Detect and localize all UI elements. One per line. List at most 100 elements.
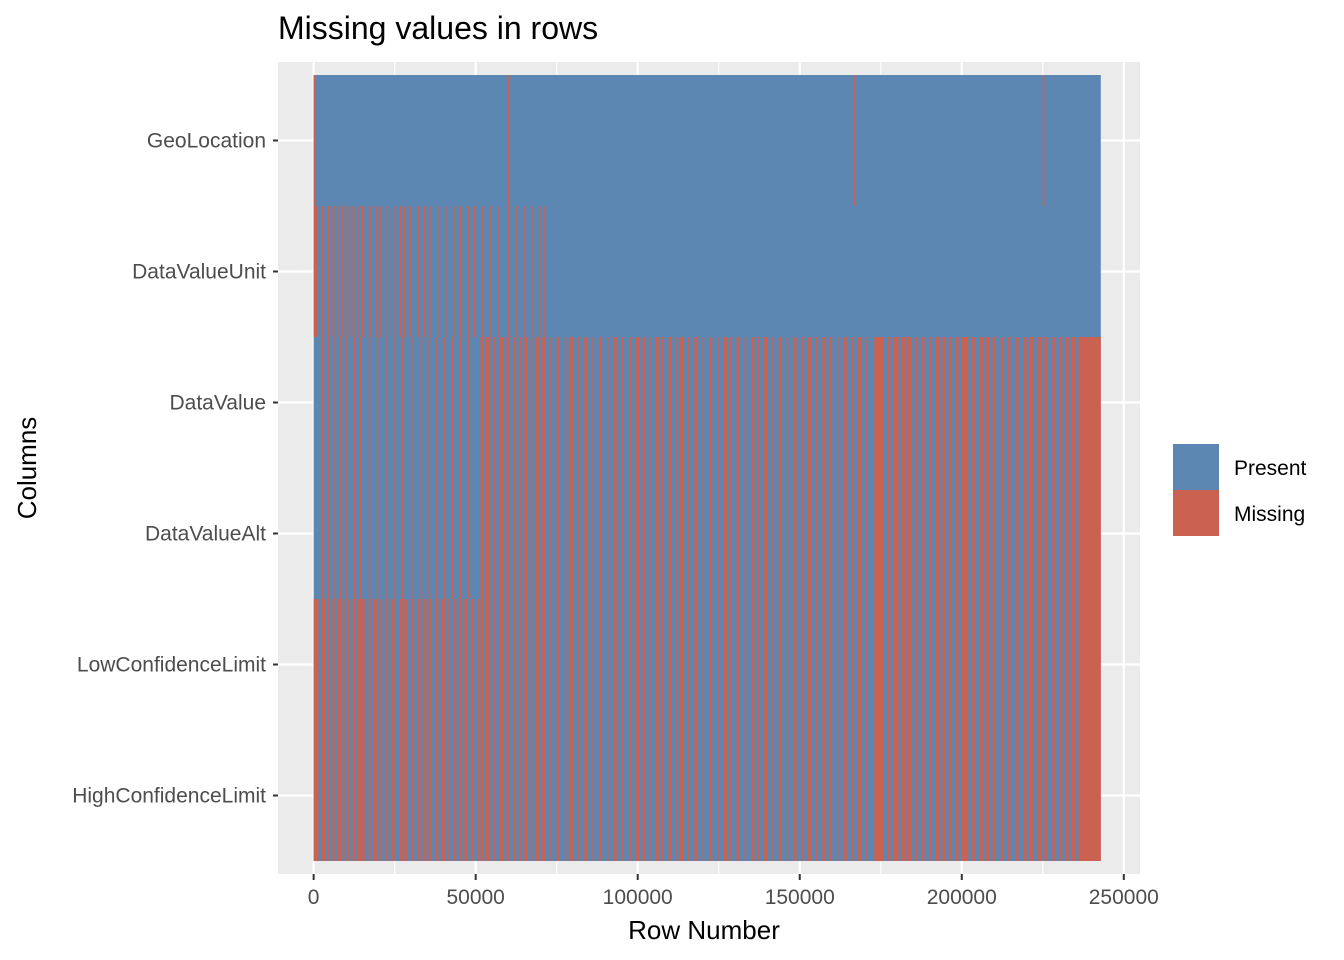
missing-cell	[512, 468, 517, 599]
missing-cell	[717, 599, 719, 730]
missing-cell	[428, 599, 432, 730]
missing-cell	[906, 730, 912, 861]
y-tick-label: DataValue	[169, 392, 266, 415]
missing-cell	[493, 599, 496, 730]
missing-cell	[452, 730, 457, 861]
missing-cell	[807, 468, 812, 599]
missing-cell	[393, 206, 395, 337]
missing-cell	[1065, 468, 1069, 599]
missing-cell	[629, 468, 632, 599]
missing-cell	[423, 599, 427, 730]
missing-cell	[843, 337, 847, 468]
missing-cell	[807, 599, 812, 730]
missing-cell	[709, 468, 713, 599]
missing-cell	[359, 468, 361, 599]
missing-cell	[321, 730, 325, 861]
missing-cell	[524, 337, 528, 468]
missing-cell	[321, 206, 324, 337]
missing-cell	[1007, 730, 1011, 861]
missing-cell	[837, 599, 839, 730]
missing-cell	[443, 468, 445, 599]
missing-cell	[1071, 730, 1076, 861]
missing-cell	[687, 599, 690, 730]
missing-cell	[629, 599, 632, 730]
missing-cell	[971, 599, 975, 730]
missing-cell	[709, 337, 713, 468]
missing-cell	[674, 730, 677, 861]
missing-cell	[1044, 337, 1048, 468]
missing-cell	[499, 599, 504, 730]
missing-cell	[822, 337, 826, 468]
missing-cell	[530, 599, 533, 730]
missing-cell	[452, 599, 457, 730]
missing-cell	[764, 730, 768, 861]
missing-cell	[674, 599, 677, 730]
missing-cell	[592, 599, 594, 730]
missing-cell	[342, 730, 345, 861]
missing-cell	[736, 730, 740, 861]
missing-cell	[327, 337, 330, 468]
missing-cell	[1078, 730, 1101, 861]
missing-cell	[1023, 468, 1027, 599]
missing-cell	[921, 468, 925, 599]
missing-cell	[772, 337, 774, 468]
missing-cell	[423, 206, 426, 337]
missing-cell	[542, 468, 546, 599]
missing-cell	[948, 599, 953, 730]
missing-cell	[793, 599, 797, 730]
missing-cell	[508, 75, 510, 206]
missing-cell	[427, 337, 429, 468]
missing-cell	[313, 599, 319, 730]
missing-cell	[914, 337, 919, 468]
missing-cell	[346, 599, 350, 730]
missing-cell	[961, 337, 969, 468]
missing-cell	[464, 599, 468, 730]
missing-cell	[459, 468, 462, 599]
missing-cell	[321, 337, 324, 468]
missing-cell	[649, 468, 651, 599]
missing-cell	[1015, 337, 1019, 468]
missing-cell	[744, 337, 747, 468]
missing-cell	[1044, 730, 1048, 861]
missing-cell	[444, 206, 447, 337]
missing-cell	[893, 599, 899, 730]
missing-cell	[346, 730, 350, 861]
missing-cell	[524, 468, 528, 599]
missing-cell	[679, 730, 684, 861]
missing-cell	[1023, 337, 1027, 468]
missing-cell	[530, 468, 533, 599]
missing-cell	[874, 599, 884, 730]
missing-cell	[751, 468, 755, 599]
missing-cell	[655, 468, 659, 599]
missing-cell	[459, 206, 462, 337]
missing-cell	[535, 337, 539, 468]
missing-cell	[858, 730, 862, 861]
missing-cell	[393, 337, 395, 468]
missing-cell	[843, 599, 847, 730]
missing-cell	[346, 206, 349, 337]
missing-cell	[477, 730, 479, 861]
missing-cell	[694, 337, 698, 468]
missing-cell	[438, 206, 441, 337]
missing-cell	[702, 599, 705, 730]
missing-cell	[613, 468, 617, 599]
missing-cell	[332, 206, 335, 337]
missing-cell	[564, 337, 567, 468]
missing-cell	[757, 599, 760, 730]
missing-cell	[499, 730, 504, 861]
missing-cell	[744, 599, 747, 730]
missing-cell	[621, 599, 624, 730]
chart-title: Missing values in rows	[278, 10, 598, 46]
missing-cell	[979, 337, 983, 468]
missing-cell	[887, 337, 891, 468]
missing-cell	[1078, 599, 1101, 730]
missing-cell	[474, 206, 476, 337]
missing-cell	[709, 599, 713, 730]
missing-cell	[642, 599, 646, 730]
missing-cell	[530, 337, 533, 468]
missing-cell	[506, 468, 510, 599]
missing-cell	[662, 730, 664, 861]
missing-cell	[687, 337, 690, 468]
missing-cell	[772, 730, 774, 861]
missing-cell	[948, 337, 953, 468]
